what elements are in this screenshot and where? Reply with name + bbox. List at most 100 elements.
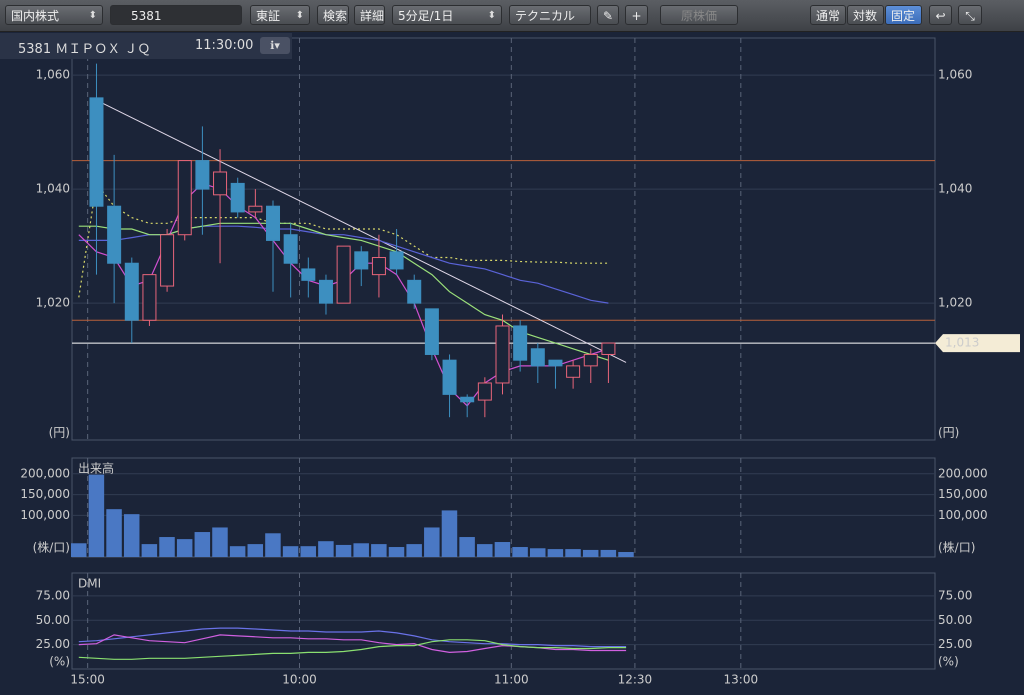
exchange-select[interactable]: 東証 bbox=[250, 5, 310, 26]
y-tick-label-right: 150,000 bbox=[938, 487, 988, 501]
candle-body bbox=[548, 359, 563, 367]
candle-body bbox=[230, 182, 245, 213]
panel-title: DMI bbox=[78, 577, 101, 591]
volume-bar bbox=[212, 527, 228, 557]
y-tick-label: 1,020 bbox=[36, 296, 70, 310]
y-tick-label: 1,060 bbox=[36, 68, 70, 82]
candle-body bbox=[354, 251, 369, 270]
unit-label-right: (株/口) bbox=[938, 540, 975, 555]
candle-body bbox=[371, 257, 386, 276]
volume-bar bbox=[318, 541, 334, 557]
volume-bar bbox=[565, 549, 581, 557]
y-tick-label: 150,000 bbox=[20, 487, 70, 501]
volume-bar bbox=[618, 552, 634, 557]
detail-button[interactable]: 詳細 bbox=[354, 5, 385, 25]
y-tick-label-right: 25.00 bbox=[938, 637, 972, 651]
scale-fixed[interactable]: 固定 bbox=[885, 5, 922, 25]
plus-button[interactable]: + bbox=[625, 5, 648, 25]
candle-body bbox=[513, 325, 528, 361]
toolbar: 国内株式 5381 東証 検索 詳細 5分足/1日 テクニカル ✎ + 原株価 … bbox=[0, 0, 1024, 32]
y-tick-label-right: 1,040 bbox=[938, 182, 972, 196]
x-tick-label: 13:00 bbox=[724, 673, 759, 687]
candle-body bbox=[89, 97, 104, 207]
background bbox=[0, 31, 1024, 695]
candle-body bbox=[266, 205, 281, 241]
volume-bar bbox=[512, 547, 528, 557]
candle-body bbox=[566, 365, 581, 378]
y-tick-label-right: 100,000 bbox=[938, 508, 988, 522]
volume-bar bbox=[106, 509, 122, 557]
scale-normal[interactable]: 通常 bbox=[810, 5, 846, 25]
y-tick-label-right: 50.00 bbox=[938, 613, 972, 627]
dmi-panel bbox=[71, 572, 936, 670]
candle-body bbox=[177, 160, 192, 236]
search-box[interactable]: 5381 bbox=[110, 5, 242, 25]
info-button[interactable]: ℹ▾ bbox=[260, 37, 290, 54]
candle-body bbox=[318, 279, 333, 304]
undo-button[interactable]: ↩ bbox=[929, 5, 952, 25]
volume-bar bbox=[176, 539, 193, 557]
y-tick-label-right: 1,020 bbox=[938, 296, 972, 310]
candle-body bbox=[601, 342, 616, 355]
scale-log[interactable]: 対数 bbox=[847, 5, 884, 25]
volume-bar bbox=[547, 549, 564, 557]
price-tag bbox=[935, 334, 1020, 353]
interval-select[interactable]: 5分足/1日 bbox=[392, 5, 502, 26]
volume-bar bbox=[88, 474, 105, 557]
search-button[interactable]: 検索 bbox=[317, 5, 349, 25]
price-tag-label: 1,013 bbox=[945, 336, 979, 350]
candle-body bbox=[424, 308, 439, 355]
volume-bar bbox=[477, 544, 493, 557]
x-tick-label: 10:00 bbox=[282, 673, 317, 687]
volume-bar bbox=[123, 514, 140, 557]
volume-bar bbox=[600, 549, 617, 557]
volume-bar bbox=[247, 544, 264, 557]
y-tick-label: 200,000 bbox=[20, 466, 70, 480]
volume-bar bbox=[335, 544, 352, 557]
market-select[interactable]: 国内株式 bbox=[5, 5, 103, 26]
unit-label: (%) bbox=[49, 655, 70, 669]
indicator-line bbox=[78, 181, 609, 298]
symbol: 5381 ＭＩＰＯＸ ＪＱ bbox=[18, 42, 151, 57]
candle-body bbox=[442, 359, 457, 395]
unit-label-right: (%) bbox=[938, 655, 959, 669]
volume-bar bbox=[159, 537, 175, 557]
y-tick-label-right: 75.00 bbox=[938, 588, 972, 602]
y-tick-label: 25.00 bbox=[36, 637, 70, 651]
x-tick-label: 11:00 bbox=[494, 673, 529, 687]
y-tick-label: 1,040 bbox=[36, 182, 70, 196]
y-tick-label: 100,000 bbox=[20, 508, 70, 522]
y-tick-label-right: 200,000 bbox=[938, 466, 988, 480]
price-panel bbox=[71, 37, 936, 441]
candle-body bbox=[583, 353, 598, 367]
volume-bar bbox=[300, 546, 316, 557]
technical-button[interactable]: テクニカル bbox=[509, 5, 591, 25]
indicator-line bbox=[78, 627, 627, 648]
candle-body bbox=[336, 245, 351, 304]
pen-button[interactable]: ✎ bbox=[597, 5, 619, 25]
volume-bar bbox=[424, 527, 440, 557]
y-tick-label: 75.00 bbox=[36, 588, 70, 602]
candle-body bbox=[495, 325, 510, 384]
volume-bar bbox=[229, 546, 246, 557]
candle-body bbox=[460, 396, 475, 403]
time: 11:30:00 bbox=[195, 38, 254, 53]
volume-bar bbox=[406, 544, 422, 557]
y-tick-label: 50.00 bbox=[36, 613, 70, 627]
trend-line bbox=[96, 99, 627, 363]
candle-body bbox=[213, 171, 228, 196]
volume-bar bbox=[441, 510, 458, 557]
unit-label: (株/口) bbox=[33, 540, 70, 555]
volume-bar bbox=[71, 543, 87, 557]
original-price-button[interactable]: 原株価 bbox=[660, 5, 738, 25]
volume-bar bbox=[529, 548, 546, 557]
candle-body bbox=[195, 160, 210, 190]
collapse-button[interactable]: ⤡ bbox=[958, 5, 982, 25]
symbol-header: 5381 ＭＩＰＯＸ ＪＱ 11:30:00 ℹ▾ bbox=[0, 33, 292, 59]
x-tick-label: 12:30 bbox=[618, 673, 653, 687]
volume-bar bbox=[459, 537, 475, 557]
y-tick-label-right: 1,060 bbox=[938, 68, 972, 82]
candle-body bbox=[301, 268, 316, 281]
